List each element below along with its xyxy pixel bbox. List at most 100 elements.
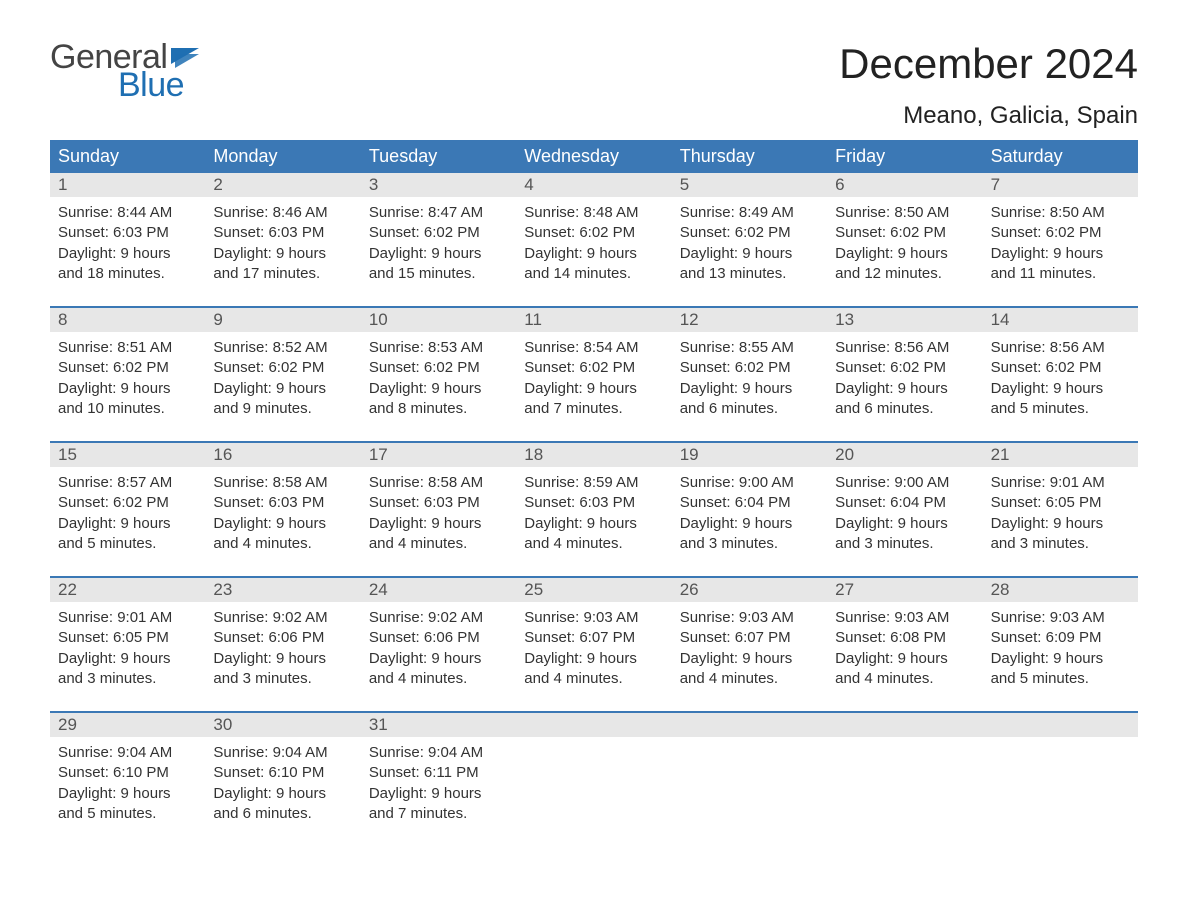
week-row: 22Sunrise: 9:01 AMSunset: 6:05 PMDayligh… (50, 576, 1138, 689)
sunset-line: Sunset: 6:11 PM (369, 763, 508, 783)
day-details: Sunrise: 9:01 AMSunset: 6:05 PMDaylight:… (983, 467, 1138, 554)
day-number (516, 713, 671, 737)
sunrise-line: Sunrise: 8:46 AM (213, 203, 352, 223)
weekday-header: Sunday (50, 140, 205, 173)
daylight-line: Daylight: 9 hours and 11 minutes. (991, 244, 1130, 285)
day-details: Sunrise: 8:56 AMSunset: 6:02 PMDaylight:… (983, 332, 1138, 419)
sunrise-line: Sunrise: 9:00 AM (835, 473, 974, 493)
day-cell: 1Sunrise: 8:44 AMSunset: 6:03 PMDaylight… (50, 173, 205, 284)
day-number (827, 713, 982, 737)
day-cell (827, 713, 982, 824)
day-number: 16 (205, 443, 360, 467)
logo-text-blue: Blue (118, 68, 199, 102)
day-cell: 5Sunrise: 8:49 AMSunset: 6:02 PMDaylight… (672, 173, 827, 284)
daylight-line: Daylight: 9 hours and 5 minutes. (991, 649, 1130, 690)
day-number: 1 (50, 173, 205, 197)
day-number: 13 (827, 308, 982, 332)
day-details: Sunrise: 8:44 AMSunset: 6:03 PMDaylight:… (50, 197, 205, 284)
day-details: Sunrise: 8:54 AMSunset: 6:02 PMDaylight:… (516, 332, 671, 419)
day-number: 31 (361, 713, 516, 737)
day-number: 21 (983, 443, 1138, 467)
sunset-line: Sunset: 6:02 PM (524, 223, 663, 243)
day-number: 25 (516, 578, 671, 602)
day-details: Sunrise: 8:52 AMSunset: 6:02 PMDaylight:… (205, 332, 360, 419)
sunrise-line: Sunrise: 8:51 AM (58, 338, 197, 358)
sunset-line: Sunset: 6:09 PM (991, 628, 1130, 648)
day-details: Sunrise: 9:03 AMSunset: 6:07 PMDaylight:… (516, 602, 671, 689)
day-number: 10 (361, 308, 516, 332)
day-number: 9 (205, 308, 360, 332)
sunrise-line: Sunrise: 9:01 AM (991, 473, 1130, 493)
sunset-line: Sunset: 6:02 PM (991, 223, 1130, 243)
day-details: Sunrise: 9:04 AMSunset: 6:11 PMDaylight:… (361, 737, 516, 824)
day-details: Sunrise: 9:03 AMSunset: 6:07 PMDaylight:… (672, 602, 827, 689)
daylight-line: Daylight: 9 hours and 3 minutes. (213, 649, 352, 690)
daylight-line: Daylight: 9 hours and 4 minutes. (369, 649, 508, 690)
day-details: Sunrise: 9:03 AMSunset: 6:08 PMDaylight:… (827, 602, 982, 689)
day-cell: 25Sunrise: 9:03 AMSunset: 6:07 PMDayligh… (516, 578, 671, 689)
day-details: Sunrise: 8:47 AMSunset: 6:02 PMDaylight:… (361, 197, 516, 284)
sunset-line: Sunset: 6:02 PM (213, 358, 352, 378)
sunset-line: Sunset: 6:07 PM (524, 628, 663, 648)
sunset-line: Sunset: 6:03 PM (369, 493, 508, 513)
day-number: 8 (50, 308, 205, 332)
week-row: 8Sunrise: 8:51 AMSunset: 6:02 PMDaylight… (50, 306, 1138, 419)
sunrise-line: Sunrise: 8:50 AM (835, 203, 974, 223)
day-cell: 26Sunrise: 9:03 AMSunset: 6:07 PMDayligh… (672, 578, 827, 689)
day-number: 2 (205, 173, 360, 197)
day-number: 20 (827, 443, 982, 467)
sunset-line: Sunset: 6:02 PM (991, 358, 1130, 378)
day-details: Sunrise: 8:46 AMSunset: 6:03 PMDaylight:… (205, 197, 360, 284)
daylight-line: Daylight: 9 hours and 5 minutes. (58, 784, 197, 825)
sunset-line: Sunset: 6:05 PM (991, 493, 1130, 513)
sunrise-line: Sunrise: 9:02 AM (213, 608, 352, 628)
day-details: Sunrise: 9:00 AMSunset: 6:04 PMDaylight:… (827, 467, 982, 554)
header: General Blue December 2024 Meano, Galici… (50, 40, 1138, 130)
sunrise-line: Sunrise: 8:49 AM (680, 203, 819, 223)
week-row: 29Sunrise: 9:04 AMSunset: 6:10 PMDayligh… (50, 711, 1138, 824)
daylight-line: Daylight: 9 hours and 4 minutes. (524, 514, 663, 555)
sunrise-line: Sunrise: 8:50 AM (991, 203, 1130, 223)
sunset-line: Sunset: 6:10 PM (213, 763, 352, 783)
day-number: 7 (983, 173, 1138, 197)
daylight-line: Daylight: 9 hours and 6 minutes. (213, 784, 352, 825)
day-number: 24 (361, 578, 516, 602)
day-details: Sunrise: 8:58 AMSunset: 6:03 PMDaylight:… (205, 467, 360, 554)
daylight-line: Daylight: 9 hours and 3 minutes. (991, 514, 1130, 555)
sunset-line: Sunset: 6:02 PM (680, 223, 819, 243)
day-details: Sunrise: 8:58 AMSunset: 6:03 PMDaylight:… (361, 467, 516, 554)
sunrise-line: Sunrise: 8:55 AM (680, 338, 819, 358)
daylight-line: Daylight: 9 hours and 8 minutes. (369, 379, 508, 420)
day-cell: 28Sunrise: 9:03 AMSunset: 6:09 PMDayligh… (983, 578, 1138, 689)
daylight-line: Daylight: 9 hours and 5 minutes. (58, 514, 197, 555)
day-number: 19 (672, 443, 827, 467)
sunrise-line: Sunrise: 8:56 AM (991, 338, 1130, 358)
day-details: Sunrise: 9:04 AMSunset: 6:10 PMDaylight:… (205, 737, 360, 824)
sunset-line: Sunset: 6:02 PM (58, 358, 197, 378)
weekday-header: Tuesday (361, 140, 516, 173)
sunset-line: Sunset: 6:03 PM (58, 223, 197, 243)
day-details: Sunrise: 8:57 AMSunset: 6:02 PMDaylight:… (50, 467, 205, 554)
day-details: Sunrise: 8:49 AMSunset: 6:02 PMDaylight:… (672, 197, 827, 284)
day-number: 27 (827, 578, 982, 602)
day-number: 5 (672, 173, 827, 197)
daylight-line: Daylight: 9 hours and 18 minutes. (58, 244, 197, 285)
weekday-header: Saturday (983, 140, 1138, 173)
day-cell: 20Sunrise: 9:00 AMSunset: 6:04 PMDayligh… (827, 443, 982, 554)
sunset-line: Sunset: 6:06 PM (369, 628, 508, 648)
daylight-line: Daylight: 9 hours and 4 minutes. (213, 514, 352, 555)
daylight-line: Daylight: 9 hours and 6 minutes. (680, 379, 819, 420)
daylight-line: Daylight: 9 hours and 4 minutes. (524, 649, 663, 690)
day-cell: 30Sunrise: 9:04 AMSunset: 6:10 PMDayligh… (205, 713, 360, 824)
day-cell: 23Sunrise: 9:02 AMSunset: 6:06 PMDayligh… (205, 578, 360, 689)
day-details: Sunrise: 8:59 AMSunset: 6:03 PMDaylight:… (516, 467, 671, 554)
sunrise-line: Sunrise: 8:56 AM (835, 338, 974, 358)
day-cell: 3Sunrise: 8:47 AMSunset: 6:02 PMDaylight… (361, 173, 516, 284)
day-cell: 24Sunrise: 9:02 AMSunset: 6:06 PMDayligh… (361, 578, 516, 689)
sunrise-line: Sunrise: 9:03 AM (991, 608, 1130, 628)
title-block: December 2024 Meano, Galicia, Spain (839, 40, 1138, 130)
logo: General Blue (50, 40, 199, 102)
day-cell: 9Sunrise: 8:52 AMSunset: 6:02 PMDaylight… (205, 308, 360, 419)
daylight-line: Daylight: 9 hours and 5 minutes. (991, 379, 1130, 420)
day-cell: 21Sunrise: 9:01 AMSunset: 6:05 PMDayligh… (983, 443, 1138, 554)
